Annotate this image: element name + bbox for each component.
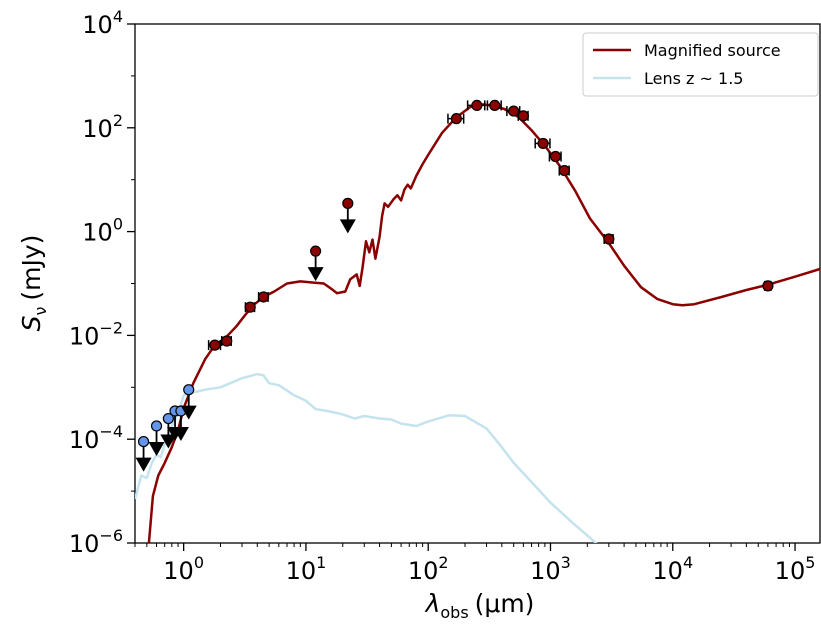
detection-marker — [209, 339, 221, 351]
detection-point — [548, 150, 562, 163]
upper-limit-point — [307, 245, 324, 282]
upper-limit-marker — [150, 420, 163, 432]
upper-limit-marker — [183, 384, 195, 396]
detection-marker — [471, 99, 483, 112]
x-tick-label: 105 — [775, 553, 816, 585]
upper-limit-marker — [137, 435, 150, 448]
upper-limit-arrow — [339, 219, 356, 234]
x-tick-label: 101 — [286, 553, 327, 585]
detection-point — [466, 99, 486, 112]
detection-marker — [244, 301, 256, 313]
upper-limit-arrow — [148, 441, 165, 456]
detection-point — [244, 301, 256, 313]
series-line-magnified-source — [147, 102, 821, 543]
detection-marker — [537, 137, 549, 150]
legend-box — [582, 32, 819, 97]
detection-point — [207, 339, 222, 351]
upper-limit-arrow — [160, 434, 177, 449]
x-tick-label: 103 — [530, 553, 571, 585]
upper-limit-arrow — [135, 457, 152, 472]
detection-marker — [549, 150, 562, 163]
detection-marker — [450, 113, 462, 125]
y-tick-label: 104 — [82, 7, 123, 39]
upper-limit-point — [135, 435, 152, 472]
detection-point — [517, 110, 529, 122]
detection-marker — [508, 105, 520, 117]
upper-limit-point — [339, 197, 356, 234]
detection-marker — [517, 110, 529, 122]
detection-point — [603, 233, 615, 245]
y-tick-label: 10−6 — [69, 526, 123, 558]
detection-point — [257, 291, 270, 303]
detection-point — [558, 164, 571, 177]
upper-limit-marker — [342, 197, 354, 209]
detection-marker — [489, 99, 501, 112]
detection-marker — [762, 280, 774, 292]
upper-limit-marker — [310, 245, 322, 257]
x-tick-label: 102 — [408, 553, 449, 585]
detection-marker — [221, 335, 233, 347]
x-axis-label: λobs (μm) — [424, 589, 535, 622]
detection-point — [486, 99, 502, 112]
x-tick-label: 100 — [163, 553, 204, 585]
detection-marker — [558, 164, 571, 177]
detection-point — [447, 113, 465, 125]
legend: Magnified source Lens z ~ 1.5 — [582, 32, 819, 97]
upper-limit-marker — [162, 412, 174, 425]
y-tick-label: 10−4 — [69, 422, 123, 454]
y-tick-label: 10−2 — [69, 318, 123, 350]
detection-point — [762, 280, 774, 292]
series-line-lens — [135, 372, 598, 543]
detection-point — [534, 137, 551, 150]
upper-limit-point — [180, 384, 197, 420]
upper-limit-point — [148, 420, 165, 456]
legend-label-magnified: Magnified source — [644, 41, 781, 60]
upper-limit-arrow — [172, 426, 189, 441]
upper-limit-arrow — [307, 267, 324, 282]
detection-marker — [257, 291, 270, 303]
x-tick-label: 104 — [652, 553, 693, 585]
detection-point — [221, 335, 233, 347]
y-tick-label: 100 — [82, 215, 123, 247]
legend-label-lens: Lens z ~ 1.5 — [644, 69, 743, 88]
y-axis-label: Sν(mJy) — [17, 235, 50, 332]
y-tick-label: 102 — [82, 111, 123, 143]
upper-limit-arrow — [180, 405, 197, 420]
detection-marker — [603, 233, 615, 245]
